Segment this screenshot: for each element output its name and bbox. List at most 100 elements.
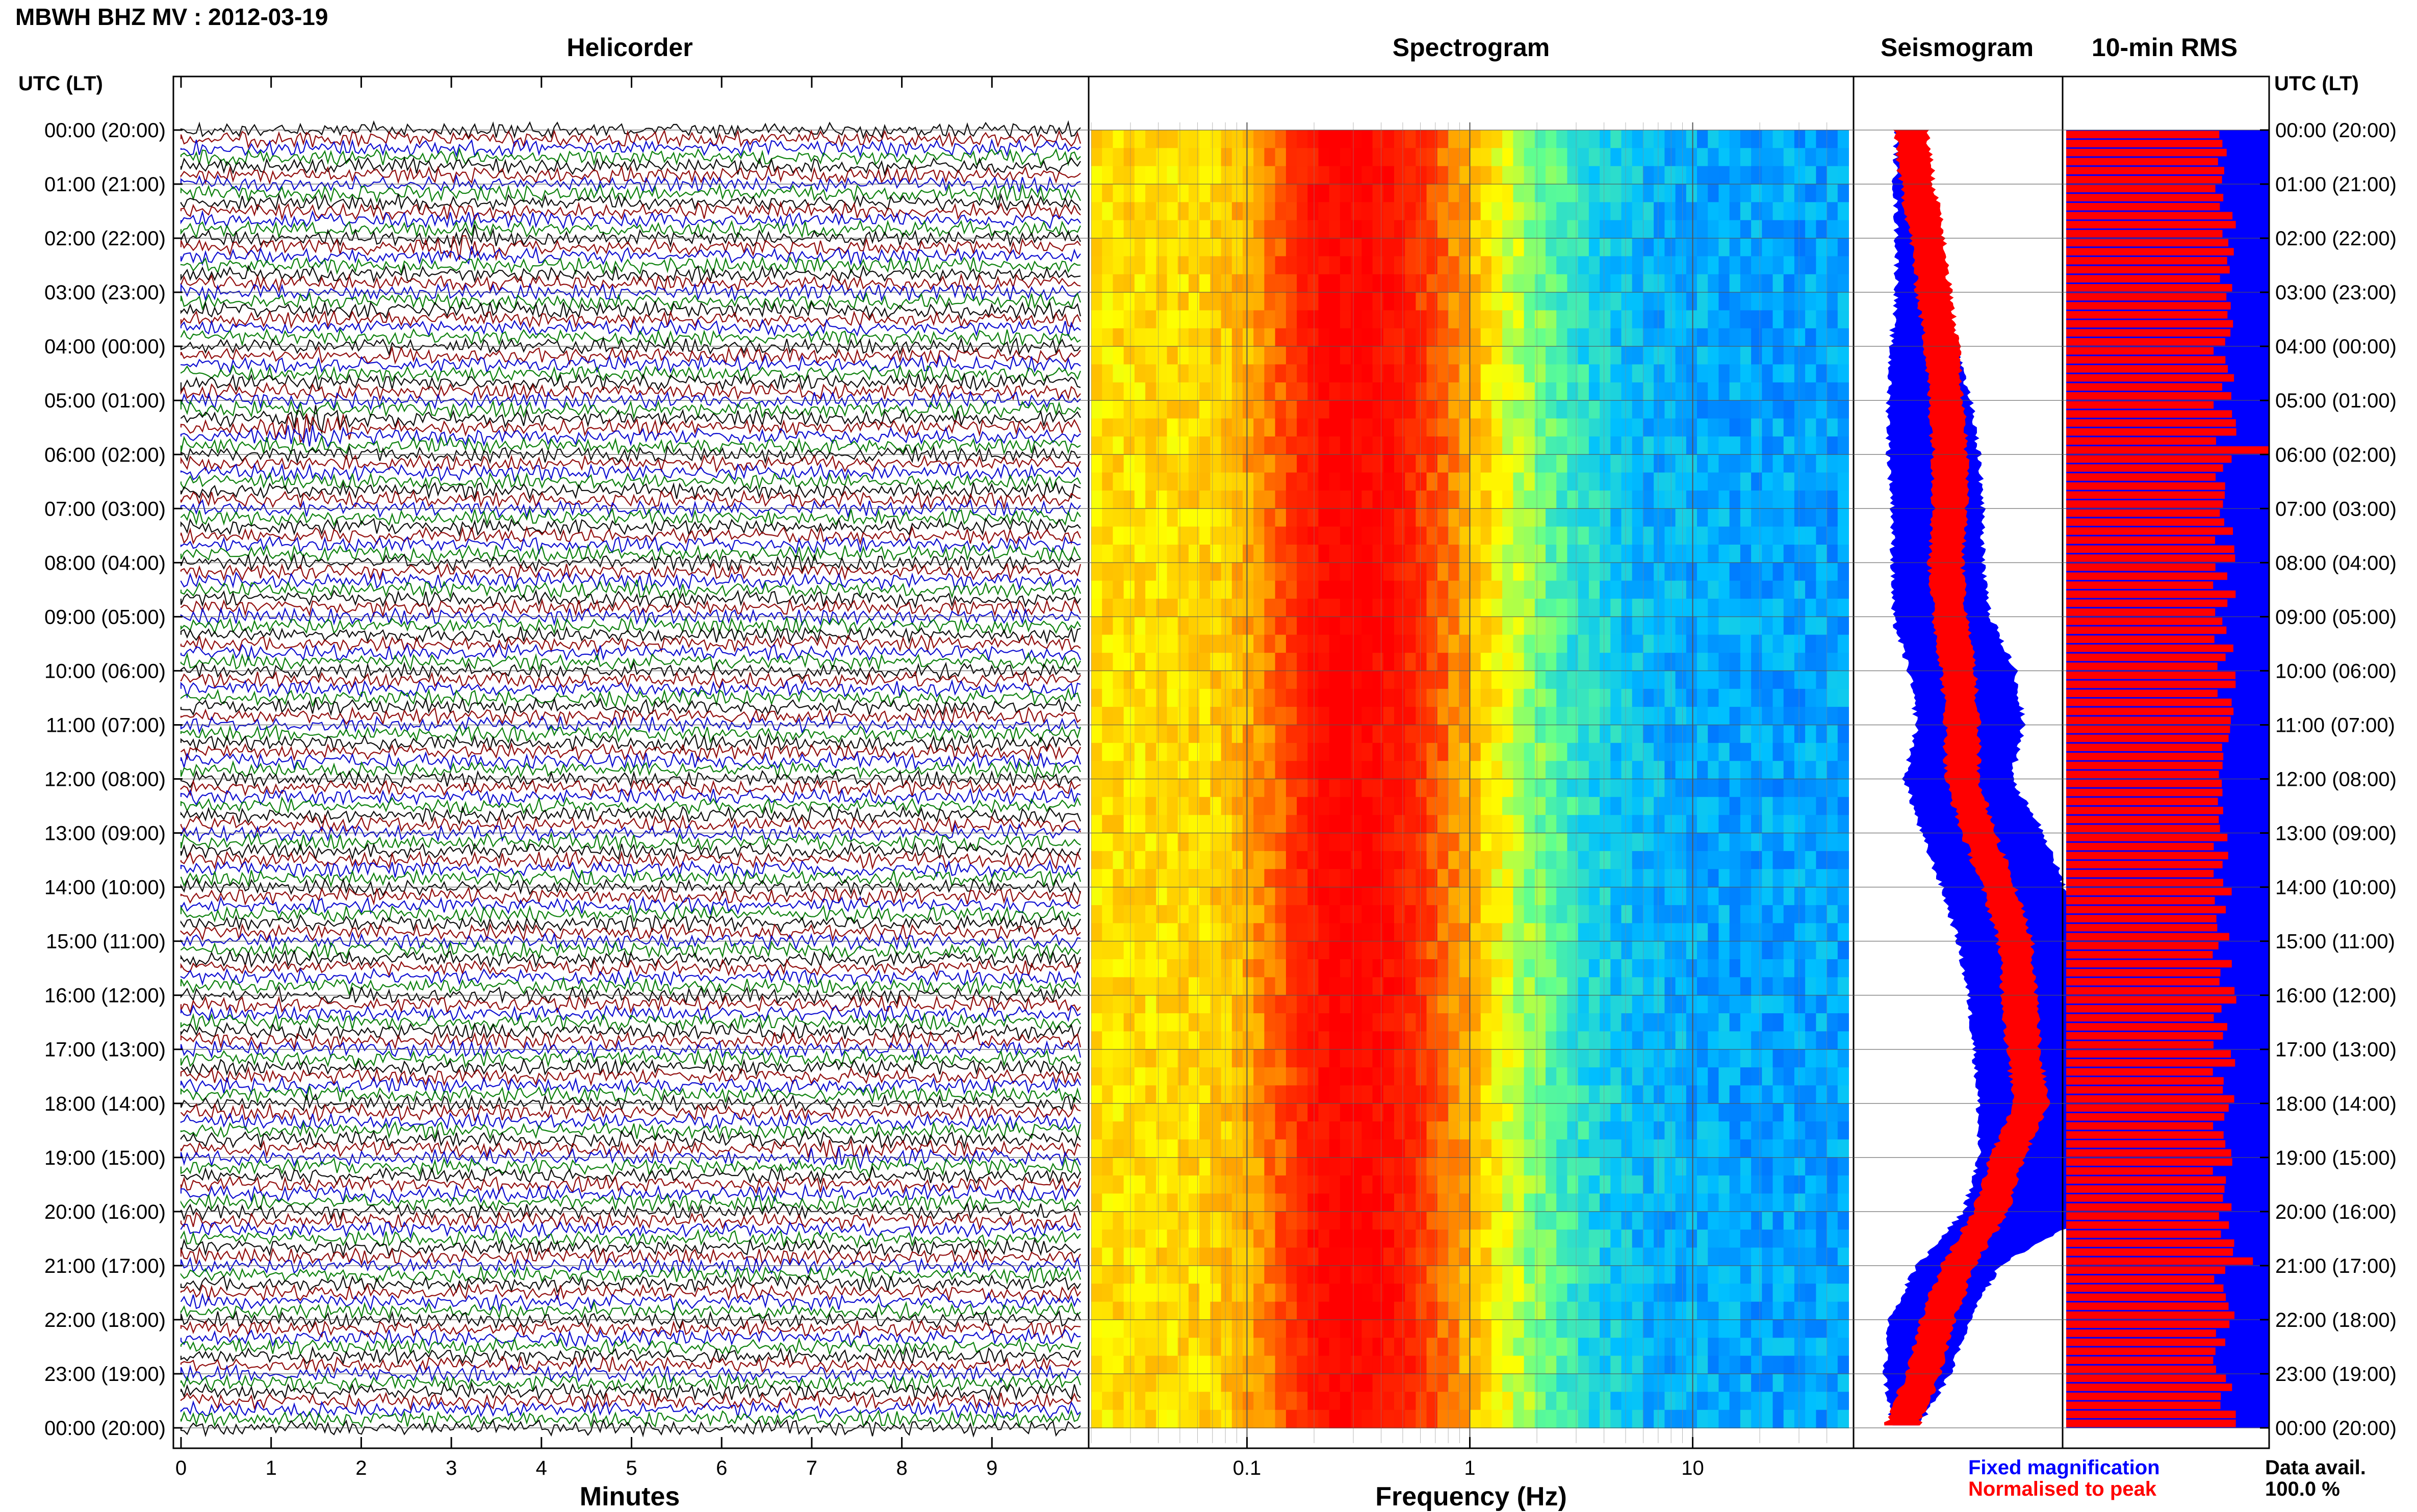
spectrogram-cell [1253, 797, 1265, 816]
spectrogram-cell [1102, 562, 1114, 581]
spectrogram-cell [1718, 256, 1730, 275]
spectrogram-cell [1405, 707, 1417, 726]
spectrogram-cell [1405, 202, 1417, 221]
spectrogram-cell [1285, 400, 1298, 419]
spectrogram-cell [1199, 1355, 1211, 1374]
spectrogram-cell [1361, 148, 1373, 167]
spectrogram-cell [1297, 688, 1308, 708]
spectrogram-cell [1772, 887, 1784, 906]
spectrogram-cell [1642, 1211, 1655, 1231]
spectrogram-cell [1556, 382, 1568, 401]
spectrogram-cell [1642, 1031, 1655, 1050]
spectrogram-cell [1783, 562, 1795, 581]
spectrogram-cell [1210, 166, 1222, 185]
spectrogram-cell [1491, 130, 1503, 149]
spectrogram-cell [1340, 833, 1352, 852]
spectrogram-cell [1697, 508, 1709, 527]
spectrogram-cell [1134, 328, 1146, 347]
spectrogram-cell [1210, 617, 1222, 635]
spectrogram-cell [1156, 545, 1168, 563]
spectrogram-cell [1513, 364, 1525, 383]
spectrogram-cell [1772, 833, 1784, 852]
spectrogram-cell [1243, 1284, 1254, 1302]
spectrogram-cell [1556, 1211, 1568, 1231]
spectrogram-cell [1243, 400, 1254, 419]
spectrogram-cell [1740, 742, 1752, 762]
spectrogram-cell [1134, 779, 1146, 798]
spectrogram-cell [1275, 1139, 1287, 1158]
spectrogram-cell [1123, 1338, 1135, 1356]
spectrogram-cell [1318, 599, 1330, 618]
spectrogram-cell [1621, 617, 1633, 635]
spectrogram-cell [1762, 1229, 1773, 1248]
helicorder-trace [180, 246, 1081, 266]
spectrogram-cell [1729, 905, 1741, 924]
spectrogram-cell [1253, 508, 1265, 527]
spectrogram-cell [1642, 725, 1655, 744]
spectrogram-cell [1783, 220, 1795, 239]
spectrogram-cell [1102, 292, 1114, 311]
spectrogram-cell [1470, 599, 1481, 618]
spectrogram-cell [1210, 472, 1222, 491]
spectrogram-cell [1351, 526, 1362, 545]
spectrogram-cell [1416, 220, 1427, 239]
spectrogram-cell [1426, 1157, 1438, 1176]
spectrogram-cell [1588, 202, 1601, 221]
spectrogram-cell [1297, 364, 1308, 383]
spectrogram-cell [1686, 436, 1698, 455]
spectrogram-cell [1253, 815, 1265, 834]
spectrogram-cell [1708, 869, 1719, 888]
spectrogram-cell [1285, 1338, 1298, 1356]
spectrogram-cell [1632, 274, 1643, 293]
spectrogram-cell [1459, 815, 1471, 834]
spectrogram-cell [1502, 1121, 1514, 1140]
spectrogram-cell [1351, 923, 1362, 942]
spectrogram-cell [1426, 707, 1438, 726]
spectrogram-cell [1675, 1265, 1687, 1285]
spectrogram-cell [1231, 1410, 1243, 1428]
spectrogram-cell [1470, 1121, 1481, 1140]
spectrogram-cell [1177, 1355, 1189, 1374]
spectrogram-cell [1113, 148, 1124, 167]
spectrogram-cell [1405, 580, 1417, 599]
spectrogram-cell [1177, 220, 1189, 239]
spectrogram-cell [1405, 454, 1417, 473]
spectrogram-cell [1654, 1355, 1665, 1374]
spectrogram-cell [1405, 400, 1417, 419]
spectrogram-cell [1524, 1067, 1535, 1086]
spectrogram-cell [1642, 851, 1655, 870]
spectrogram-cell [1448, 707, 1460, 726]
spectrogram-cell [1275, 580, 1287, 599]
spectrogram-cell [1177, 184, 1189, 203]
spectrogram-cell [1664, 1085, 1676, 1104]
helicorder-trace [180, 949, 1082, 969]
spectrogram-cell [1491, 346, 1503, 365]
spectrogram-cell [1167, 869, 1178, 888]
spectrogram-cell [1718, 400, 1730, 419]
spectrogram-cell [1459, 599, 1471, 618]
spectrogram-cell [1307, 580, 1319, 599]
spectrogram-cell [1502, 1175, 1514, 1194]
spectrogram-cell [1307, 634, 1319, 653]
spectrogram-cell [1588, 1410, 1601, 1428]
spectrogram-cell [1167, 274, 1178, 293]
spectrogram-cell [1091, 1319, 1103, 1339]
spectrogram-cell [1729, 1284, 1741, 1302]
spectrogram-cell [1729, 725, 1741, 744]
spectrogram-cell [1156, 671, 1168, 689]
spectrogram-cell [1632, 1301, 1643, 1320]
spectrogram-cell [1708, 761, 1719, 780]
spectrogram-cell [1751, 1157, 1763, 1176]
spectrogram-cell [1156, 779, 1168, 798]
spectrogram-cell [1610, 833, 1622, 852]
spectrogram-cell [1091, 1139, 1103, 1158]
spectrogram-cell [1416, 562, 1427, 581]
spectrogram-cell [1697, 545, 1709, 563]
spectrogram-cell [1210, 562, 1222, 581]
spectrogram-cell [1307, 1139, 1319, 1158]
spectrogram-cell [1167, 977, 1178, 996]
spectrogram-cell [1524, 1338, 1535, 1356]
spectrogram-cell [1297, 1157, 1308, 1176]
spectrogram-cell [1145, 1121, 1157, 1140]
spectrogram-cell [1285, 1301, 1298, 1320]
